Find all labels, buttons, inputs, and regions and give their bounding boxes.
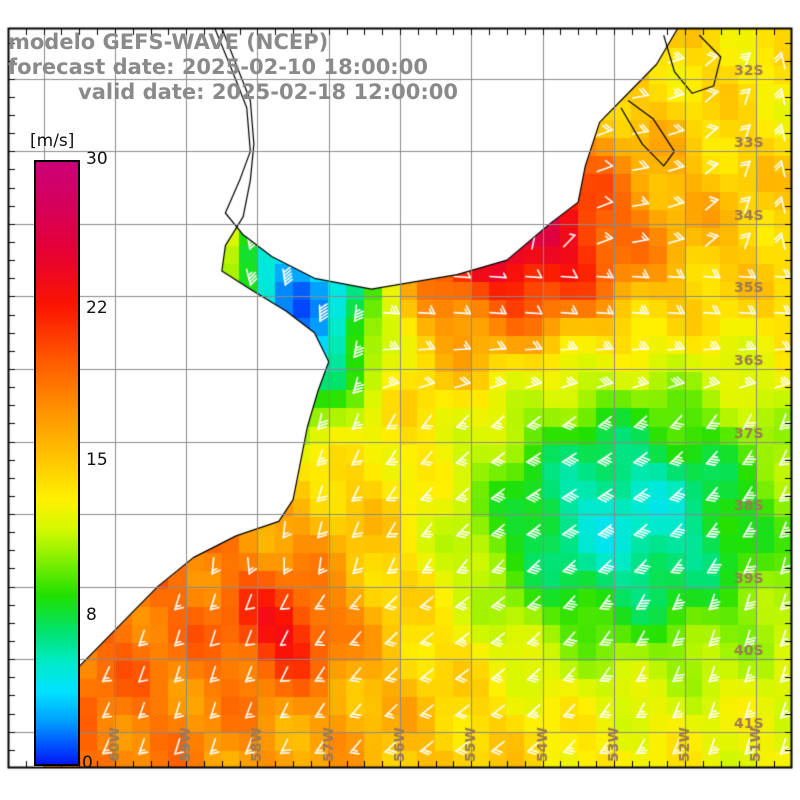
colorbar-gradient: [34, 160, 80, 766]
colorbar-tick-15: 15: [86, 450, 108, 470]
colorbar-tick-8: 8: [86, 605, 97, 625]
colorbar-unit-label: [m/s]: [30, 131, 75, 151]
colorbar-tick-22: 22: [86, 298, 108, 318]
colorbar-tick-30: 30: [86, 149, 108, 169]
colorbar-tick-0: 0: [82, 753, 93, 773]
